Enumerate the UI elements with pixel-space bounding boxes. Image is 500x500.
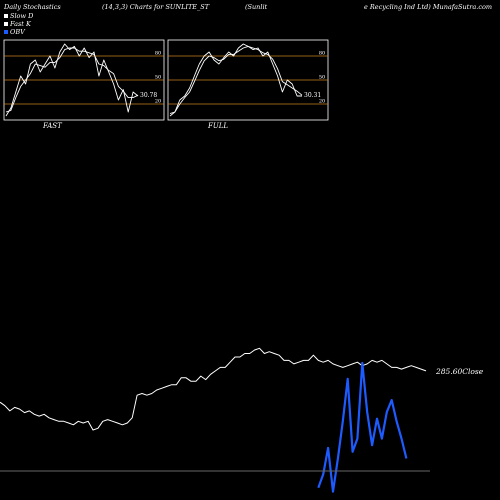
legend-swatch-obv [4,30,8,34]
legend-item-fast-k: Fast K [4,20,33,28]
legend-swatch-slow-d [4,14,8,18]
last-value-label-full: 30.31 [304,92,321,99]
panel-title-fast: FAST [43,122,62,130]
legend-label: Slow D [10,12,34,20]
y-tick-label: 50 [319,75,325,81]
fast-k-line-full [169,43,302,117]
slow-d-line-fast [5,47,139,113]
chart-header-right-b: e Recycling Ind Ltd) MunafaSutra.com [364,3,493,11]
y-tick-label: 20 [155,99,161,105]
legend-label: OBV [10,28,25,36]
chart-header-left: Daily Stochastics [4,3,61,11]
legend-item-obv: OBV [4,28,33,36]
y-tick-label: 50 [155,75,161,81]
legend-item-slow-d: Slow D [4,12,33,20]
chart-header-right-a: (Sunlit [245,3,268,11]
legend-swatch-fast-k [4,22,8,26]
y-tick-label: 80 [155,51,161,57]
obv-line [317,361,408,493]
legend: Slow D Fast K OBV [4,12,33,36]
panel-title-full: FULL [208,122,229,130]
slow-d-line-full [169,45,303,115]
chart-header-center: (14,3,3) Charts for SUNLITE_ST [102,3,210,11]
last-value-label-fast: 30.78 [140,92,157,99]
close-price-line [0,347,427,431]
legend-label: Fast K [10,20,31,28]
close-value-label: 285.60Close [435,367,484,376]
y-tick-label: 20 [319,99,325,105]
y-tick-label: 80 [319,51,325,57]
